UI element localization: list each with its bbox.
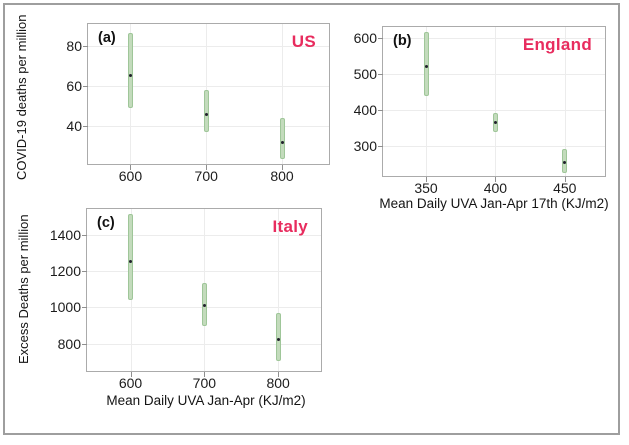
x-tick-mark: [278, 372, 280, 377]
gridline-horizontal: [88, 85, 329, 87]
y-tick-mark: [83, 45, 88, 47]
gridline-horizontal: [87, 234, 321, 236]
error-bar-interval: [562, 149, 568, 173]
mean-point-dot: [280, 140, 284, 144]
gridline-vertical: [282, 24, 283, 164]
y-axis-label-excess-deaths: Excess Deaths per million: [16, 214, 31, 364]
mean-point-dot: [493, 121, 497, 125]
y-tick-label: 600: [353, 29, 377, 46]
y-tick-mark: [378, 145, 383, 147]
y-tick-mark: [82, 307, 87, 309]
plot-area-us: (a) US 40 60 80 600 700 800: [66, 23, 330, 184]
x-tick-label: 400: [483, 180, 508, 196]
x-tick-label: 600: [118, 375, 143, 391]
gridline-vertical: [278, 209, 280, 371]
y-tick-mark: [82, 271, 87, 273]
y-tick-mark: [82, 343, 87, 345]
y-tick-mark: [378, 109, 383, 111]
y-tick-label: 500: [353, 65, 377, 82]
plot-area-italy: (c) Italy 800 1000 1200 1400 600 700 800: [50, 208, 322, 391]
panel-letter-c: (c): [97, 215, 115, 231]
gridline-vertical: [426, 27, 427, 176]
gridline-horizontal: [383, 37, 605, 39]
mean-point-dot: [424, 65, 428, 69]
error-bar-interval: [203, 89, 209, 133]
x-tick-mark: [564, 177, 566, 182]
y-tick-label: 40: [66, 118, 82, 135]
panel-letter-b: (b): [393, 33, 412, 49]
y-axis-label-covid-deaths: COVID-19 deaths per million: [14, 14, 29, 180]
mean-point-dot: [276, 338, 280, 342]
x-tick-mark: [130, 372, 132, 377]
y-tick-mark: [378, 73, 383, 75]
y-tick-mark: [83, 85, 88, 87]
region-label-us: US: [291, 32, 316, 51]
y-tick-mark: [83, 126, 88, 128]
region-label-italy: Italy: [272, 217, 308, 236]
x-tick-mark: [206, 165, 208, 170]
mean-point-dot: [204, 112, 208, 116]
error-bar-interval: [423, 32, 429, 97]
y-tick-label: 60: [66, 77, 82, 94]
gridline-horizontal: [87, 271, 321, 273]
y-tick-label: 800: [57, 335, 81, 352]
x-tick-label: 800: [266, 375, 290, 391]
y-tick-mark: [82, 234, 87, 236]
mean-point-dot: [129, 260, 133, 264]
y-tick-label: 1400: [49, 226, 81, 243]
x-tick-mark: [426, 177, 427, 182]
y-tick-label: 400: [353, 101, 377, 118]
gridline-horizontal: [383, 109, 605, 111]
y-tick-label: 1000: [49, 299, 81, 316]
plot-area-england: (b) England 300 400 500 600 350 400 450: [354, 26, 606, 196]
x-tick-mark: [130, 165, 132, 170]
y-tick-mark: [378, 37, 383, 39]
x-axis-label-italy: Mean Daily UVA Jan-Apr (KJ/m2): [106, 393, 306, 408]
y-tick-label: 1200: [49, 263, 81, 280]
x-tick-mark: [204, 372, 206, 377]
y-tick-label: 300: [353, 137, 377, 154]
x-tick-label: 700: [194, 168, 218, 184]
gridline-vertical: [564, 27, 566, 176]
x-axis-label-england: Mean Daily UVA Jan-Apr 17th (KJ/m2): [379, 196, 609, 211]
error-bar-interval: [279, 118, 285, 159]
error-bar-interval: [128, 214, 134, 301]
error-bar-interval: [127, 33, 133, 109]
gridline-horizontal: [87, 343, 321, 345]
x-tick-mark: [495, 177, 497, 182]
mean-point-dot: [202, 303, 206, 307]
x-tick-label: 700: [192, 375, 217, 391]
gridline-horizontal: [383, 145, 605, 147]
x-tick-mark: [282, 165, 283, 170]
gridline-horizontal: [383, 73, 605, 75]
x-tick-label: 800: [270, 168, 294, 184]
mean-point-dot: [563, 161, 567, 165]
region-label-england: England: [522, 35, 592, 54]
x-tick-label: 350: [414, 180, 438, 196]
x-tick-label: 450: [553, 180, 577, 196]
x-tick-label: 600: [118, 168, 143, 184]
gridline-vertical: [495, 27, 497, 176]
y-tick-label: 80: [66, 37, 82, 54]
error-bar-interval: [275, 313, 281, 362]
mean-point-dot: [128, 74, 132, 78]
gridline-horizontal: [88, 45, 329, 47]
panel-letter-a: (a): [98, 30, 116, 46]
